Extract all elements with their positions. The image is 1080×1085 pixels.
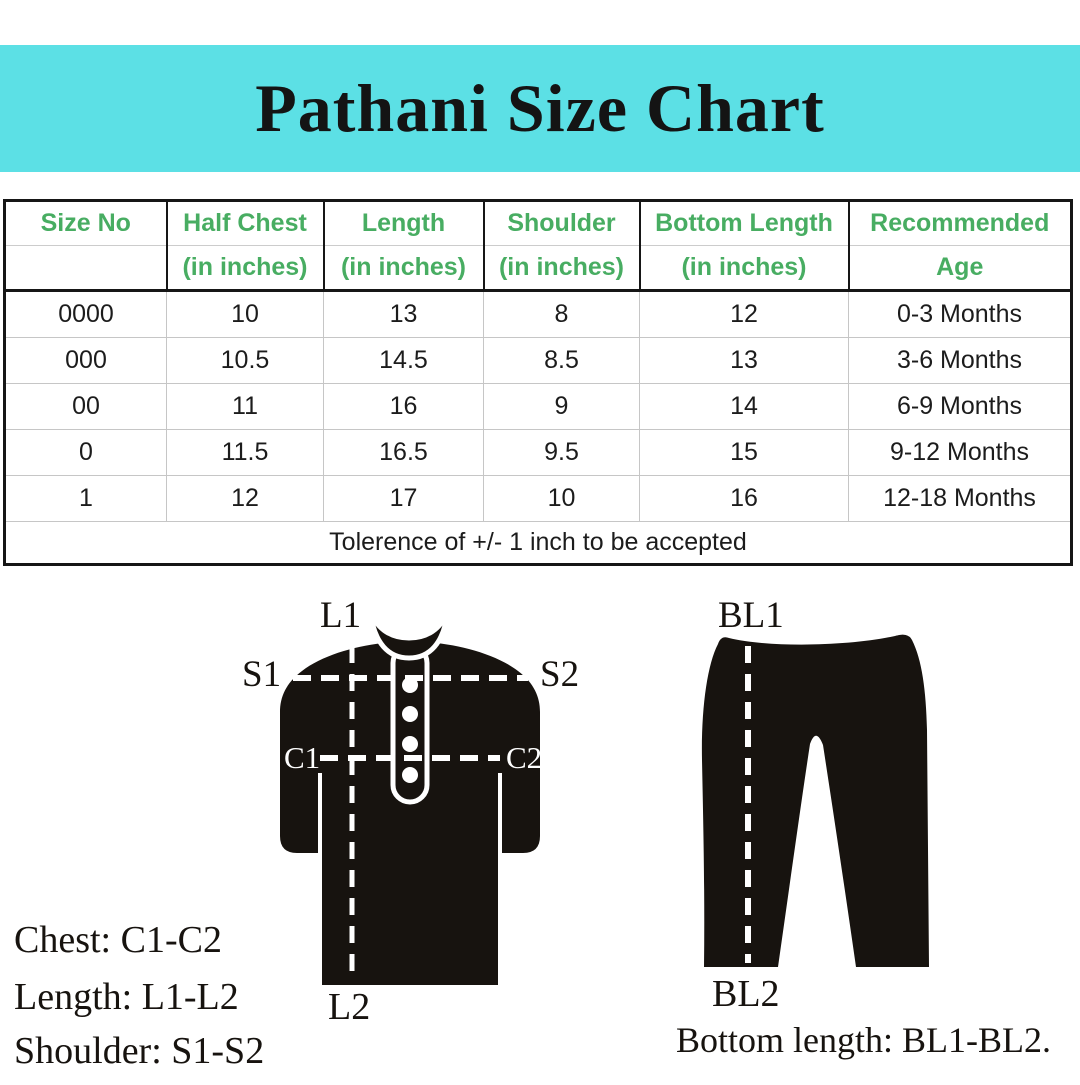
table-cell: 3-6 Months — [848, 337, 1072, 384]
col-header-half-chest: Half Chest — [165, 200, 325, 246]
label-c2: C2 — [506, 740, 543, 775]
table-cell: 16 — [323, 383, 484, 430]
table-cell: 12 — [639, 290, 849, 338]
table-cell: 8 — [483, 290, 640, 338]
col-header-length: Length — [322, 200, 485, 246]
table-cell: 1 — [4, 475, 167, 522]
col-subheader-shoulder: (in inches) — [482, 245, 641, 292]
label-l2: L2 — [328, 986, 371, 1028]
table-cell: 10.5 — [166, 337, 324, 384]
table-cell: 16 — [639, 475, 849, 522]
col-subheader-half-chest: (in inches) — [165, 245, 325, 292]
kurta-silhouette — [280, 642, 540, 985]
kurta-collar — [367, 609, 451, 661]
table-header-row-1: Size No Half Chest Length Shoulder Botto… — [3, 200, 1073, 246]
table-cell: 0 — [4, 429, 167, 476]
table-cell: 12-18 Months — [848, 475, 1072, 522]
table-cell: 8.5 — [483, 337, 640, 384]
table-cell: 14 — [639, 383, 849, 430]
garment-diagram-svg — [280, 609, 929, 985]
table-row: 000 10.5 14.5 8.5 13 3-6 Months — [4, 337, 1072, 384]
legend-chest: Chest: C1-C2 — [14, 919, 222, 961]
table-cell: 15 — [639, 429, 849, 476]
table-cell: 14.5 — [323, 337, 484, 384]
measurement-diagrams: L1 S1 S2 C1 C2 L2 BL1 BL2 — [0, 560, 1080, 1080]
col-header-size-no: Size No — [3, 200, 168, 246]
label-bl2: BL2 — [712, 973, 780, 1015]
label-s2: S2 — [540, 654, 580, 695]
page-title: Pathani Size Chart — [255, 70, 825, 146]
col-subheader-age: Age — [847, 245, 1073, 292]
legend-bottom-length: Bottom length: BL1-BL2. — [676, 1020, 1051, 1060]
label-bl1: BL1 — [718, 595, 784, 636]
table-row: 0000 10 13 8 12 0-3 Months — [4, 290, 1072, 338]
table-cell: 10 — [483, 475, 640, 522]
title-banner: Pathani Size Chart — [0, 45, 1080, 172]
col-subheader-size-no — [3, 245, 168, 292]
table-cell: 13 — [639, 337, 849, 384]
col-header-recommended: Recommended — [847, 200, 1073, 246]
col-header-shoulder: Shoulder — [482, 200, 641, 246]
tolerance-note: Tolerence of +/- 1 inch to be accepted — [4, 521, 1072, 565]
label-l1: L1 — [320, 595, 362, 636]
table-header: Size No Half Chest Length Shoulder Botto… — [3, 200, 1073, 292]
table-cell: 6-9 Months — [848, 383, 1072, 430]
col-subheader-bottom-length: (in inches) — [638, 245, 850, 292]
col-subheader-length: (in inches) — [322, 245, 485, 292]
table-row: 00 11 16 9 14 6-9 Months — [4, 383, 1072, 430]
table-footer: Tolerence of +/- 1 inch to be accepted — [4, 521, 1072, 565]
table-cell: 12 — [166, 475, 324, 522]
button-dot — [402, 767, 418, 783]
table-cell: 11 — [166, 383, 324, 430]
table-header-row-2: (in inches) (in inches) (in inches) (in … — [3, 245, 1073, 292]
button-dot — [402, 706, 418, 722]
size-table: Size No Half Chest Length Shoulder Botto… — [3, 199, 1073, 566]
table-row: 0 11.5 16.5 9.5 15 9-12 Months — [4, 429, 1072, 476]
tolerance-row: Tolerence of +/- 1 inch to be accepted — [4, 521, 1072, 565]
table-cell: 0-3 Months — [848, 290, 1072, 338]
table-cell: 9.5 — [483, 429, 640, 476]
table-body: 0000 10 13 8 12 0-3 Months 000 10.5 14.5 8.5 13 3-6… — [4, 290, 1072, 522]
table-row: 1 12 17 10 16 12-18 Months — [4, 475, 1072, 522]
legend-length: Length: L1-L2 — [14, 976, 239, 1018]
table-cell: 0000 — [4, 290, 167, 338]
table-cell: 000 — [4, 337, 167, 384]
table-cell: 11.5 — [166, 429, 324, 476]
button-dot — [402, 736, 418, 752]
pants-silhouette — [701, 634, 929, 967]
legend-shoulder: Shoulder: S1-S2 — [14, 1030, 265, 1072]
table-cell: 10 — [166, 290, 324, 338]
table-cell: 17 — [323, 475, 484, 522]
table-cell: 9-12 Months — [848, 429, 1072, 476]
label-s1: S1 — [242, 654, 282, 695]
table-cell: 00 — [4, 383, 167, 430]
col-header-bottom-length: Bottom Length — [638, 200, 850, 246]
table-cell: 16.5 — [323, 429, 484, 476]
table-cell: 13 — [323, 290, 484, 338]
table-cell: 9 — [483, 383, 640, 430]
label-c1: C1 — [284, 740, 321, 775]
